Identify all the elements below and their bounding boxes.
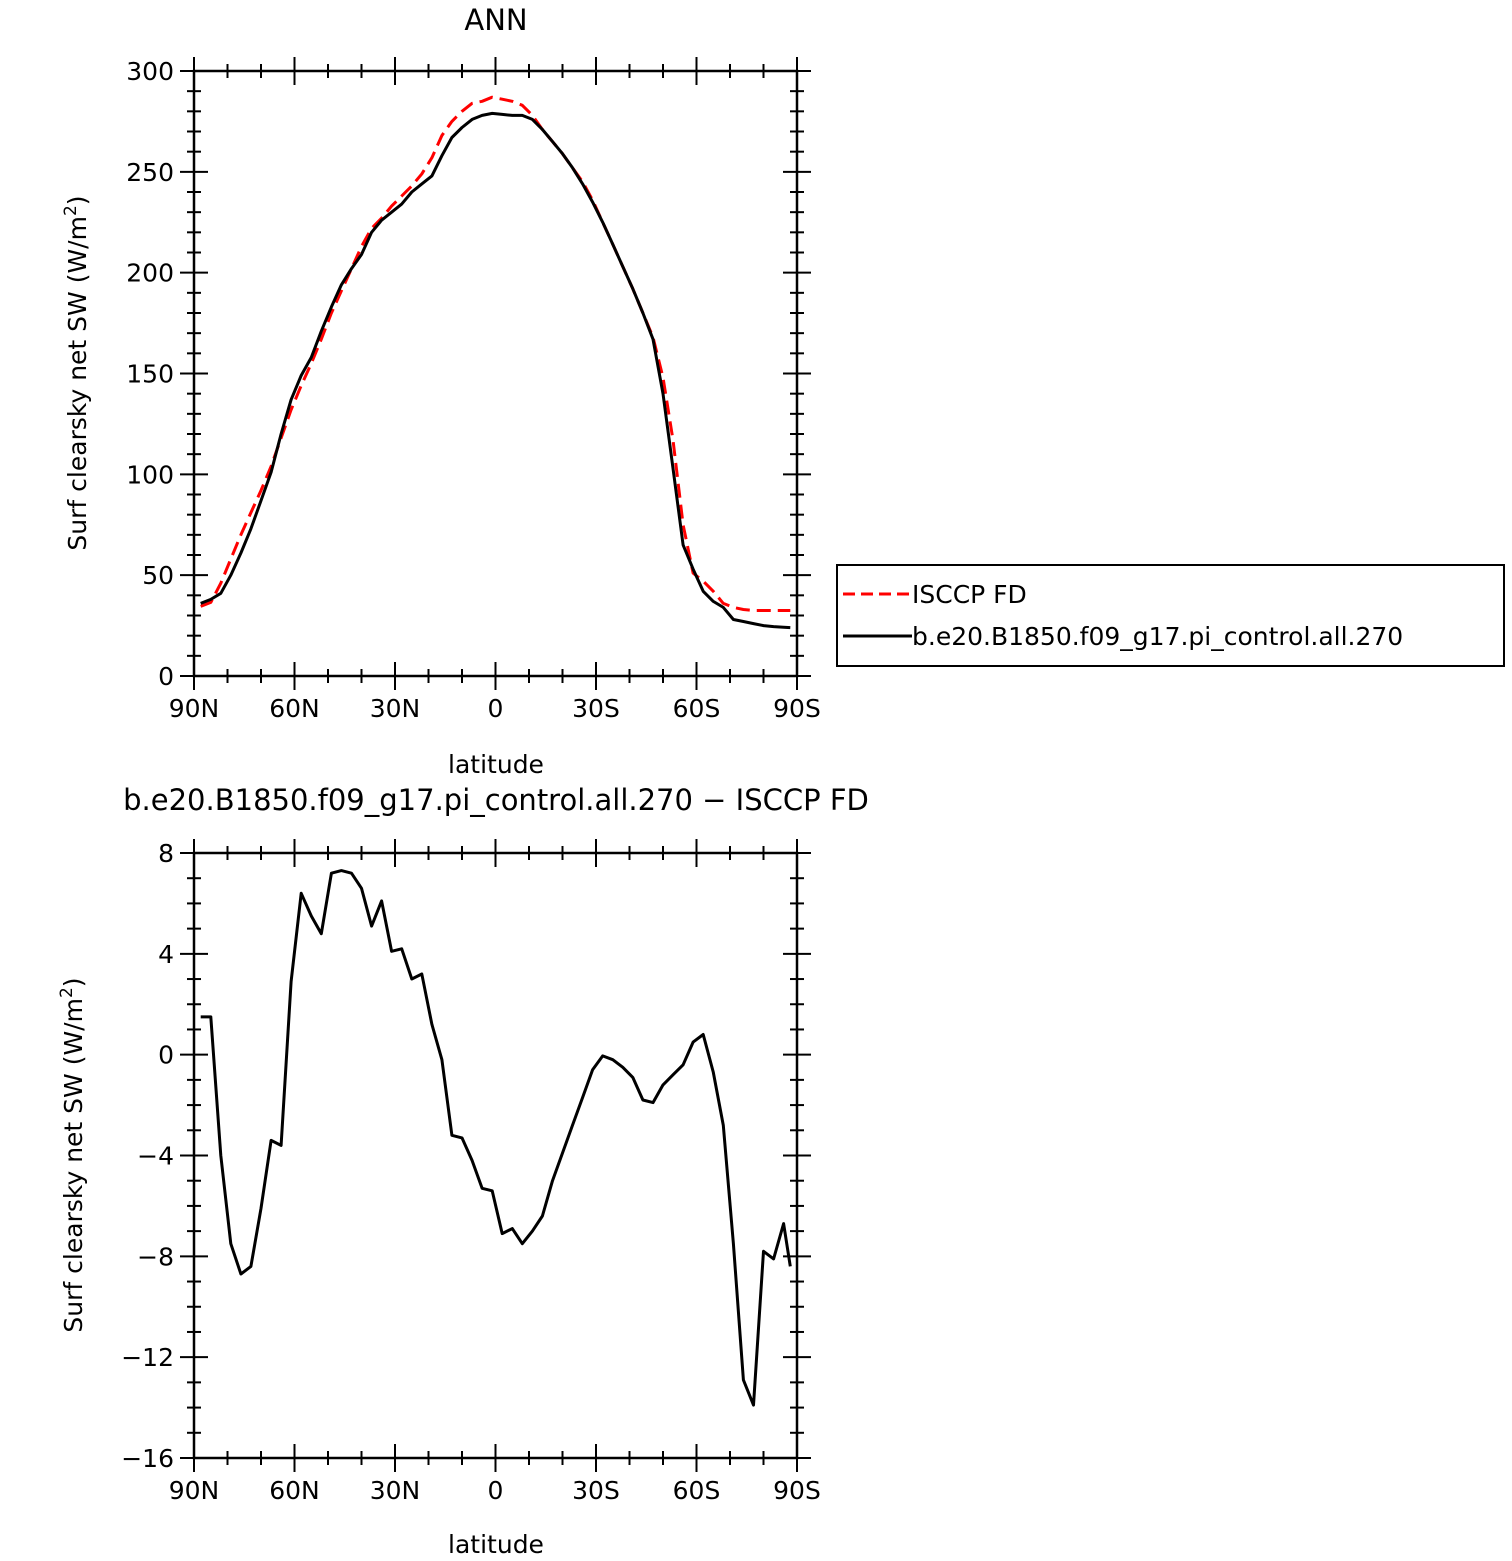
y-tick-label: 250 xyxy=(126,158,174,187)
y-tick-label: 4 xyxy=(158,940,174,969)
y-tick-label: −4 xyxy=(137,1142,174,1171)
x-tick-label: 90S xyxy=(773,1476,821,1505)
bottom-x-tick-labels: 90N 60N 30N 0 30S 60S 90S xyxy=(169,1476,821,1505)
bottom-series-lines xyxy=(200,869,792,1407)
y-tick-label: 8 xyxy=(158,839,174,868)
x-tick-label: 90N xyxy=(169,694,220,723)
top-chart-panel: ANN 0 50 100 150 200 250 300 90N 60N 30N… xyxy=(61,3,1505,779)
x-tick-label: 60S xyxy=(673,1476,721,1505)
y-axis-label-tail: ) xyxy=(63,195,92,205)
y-tick-label: 50 xyxy=(142,561,174,590)
x-tick-label: 90S xyxy=(773,694,821,723)
y-axis-label-main: Surf clearsky net SW (W/m xyxy=(63,216,92,551)
top-x-tick-labels: 90N 60N 30N 0 30S 60S 90S xyxy=(169,694,821,723)
y-tick-label: 0 xyxy=(158,1041,174,1070)
y-tick-label: 0 xyxy=(158,662,174,691)
y-axis-label-superscript: 2 xyxy=(57,987,77,998)
bottom-series-line-1 xyxy=(200,869,792,1407)
top-series-lines xyxy=(200,95,791,630)
legend-label-model: b.e20.B1850.f09_g17.pi_control.all.270 xyxy=(912,622,1403,651)
x-tick-label: 30S xyxy=(572,694,620,723)
x-tick-label: 0 xyxy=(488,1476,504,1505)
y-tick-label: 100 xyxy=(126,460,174,489)
bottom-plot-frame xyxy=(192,851,799,1460)
y-tick-label: 200 xyxy=(126,259,174,288)
top-axis-ticks xyxy=(180,57,811,690)
top-chart-title: ANN xyxy=(464,3,527,37)
y-tick-label: −8 xyxy=(137,1242,174,1271)
legend-box xyxy=(836,564,1505,667)
bottom-axis-ticks xyxy=(180,839,811,1472)
x-tick-label: 60S xyxy=(673,694,721,723)
top-y-tick-labels: 0 50 100 150 200 250 300 xyxy=(126,57,174,691)
x-tick-label: 60N xyxy=(269,1476,320,1505)
y-tick-label: 300 xyxy=(126,57,174,86)
top-series-line-2 xyxy=(200,111,791,630)
y-axis-label-superscript: 2 xyxy=(61,205,81,216)
x-tick-label: 30N xyxy=(370,1476,421,1505)
top-y-axis-label: Surf clearsky net SW (W/m2) xyxy=(61,195,92,550)
bottom-y-tick-labels: 8 4 0 −4 −8 −12 −16 xyxy=(121,839,174,1473)
x-tick-label: 30S xyxy=(572,1476,620,1505)
x-tick-label: 90N xyxy=(169,1476,220,1505)
x-tick-label: 30N xyxy=(370,694,421,723)
y-tick-label: −16 xyxy=(121,1444,174,1473)
bottom-chart-title: b.e20.B1850.f09_g17.pi_control.all.270 −… xyxy=(123,783,869,817)
x-tick-label: 0 xyxy=(488,694,504,723)
bottom-y-axis-label: Surf clearsky net SW (W/m2) xyxy=(57,977,88,1332)
bottom-chart-panel: b.e20.B1850.f09_g17.pi_control.all.270 −… xyxy=(57,783,869,1559)
x-tick-label: 60N xyxy=(269,694,320,723)
y-tick-label: −12 xyxy=(121,1343,174,1372)
bottom-x-axis-label: latitude xyxy=(448,1530,544,1559)
top-series-line-1 xyxy=(200,95,791,612)
top-x-axis-label: latitude xyxy=(448,750,544,779)
y-axis-label-main: Surf clearsky net SW (W/m xyxy=(59,998,88,1333)
y-tick-label: 150 xyxy=(126,360,174,389)
y-axis-label-tail: ) xyxy=(59,977,88,987)
legend-label-isccp: ISCCP FD xyxy=(912,580,1027,609)
legend: ISCCP FD b.e20.B1850.f09_g17.pi_control.… xyxy=(836,564,1505,667)
